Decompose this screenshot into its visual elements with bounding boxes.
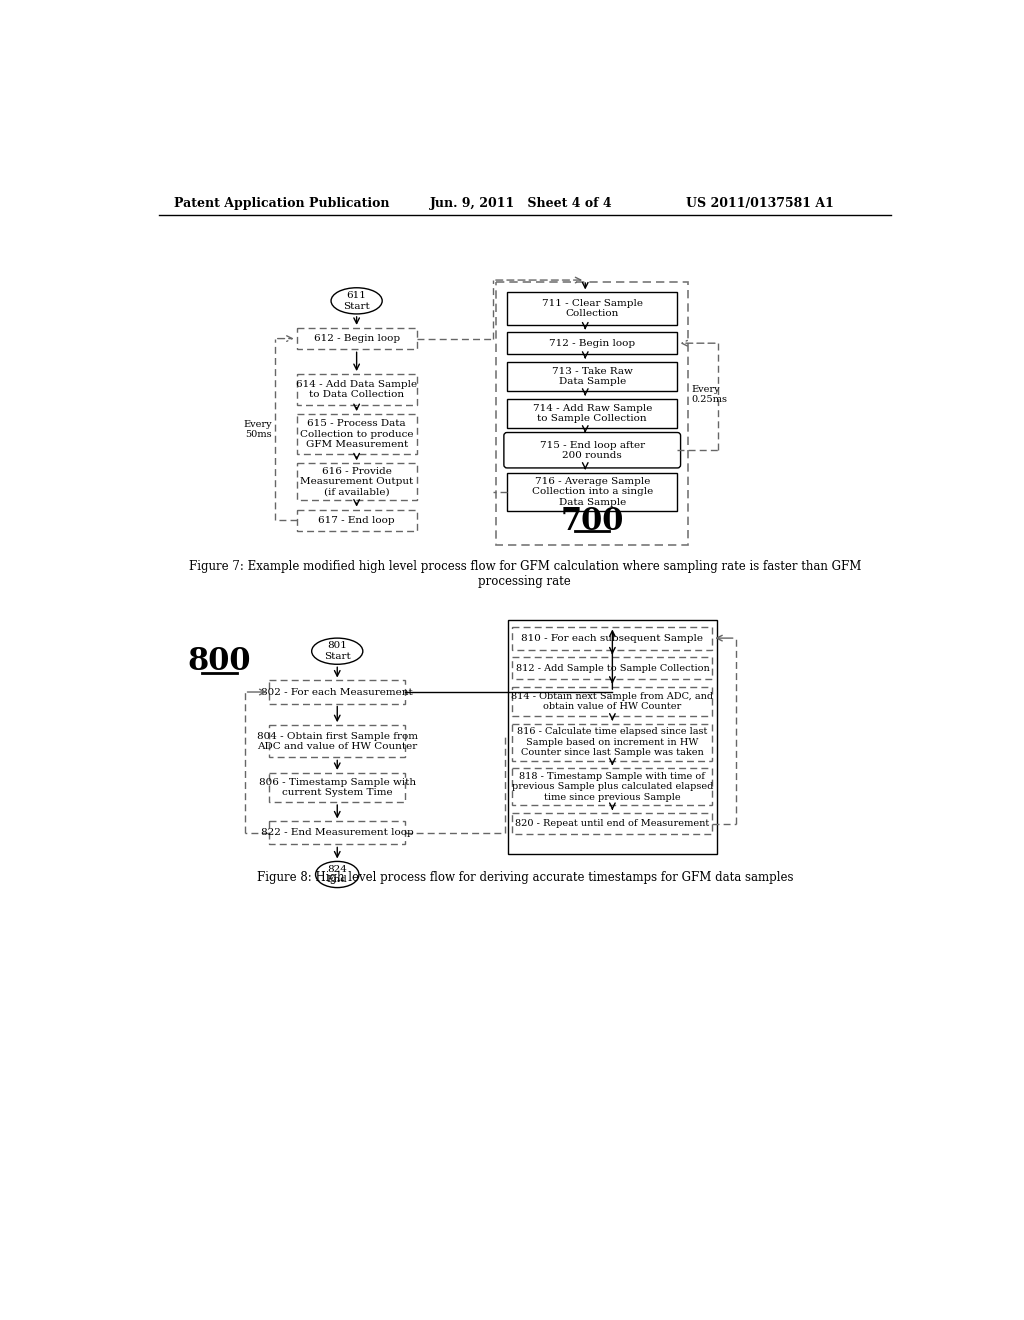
Bar bbox=[496, 281, 688, 545]
Text: 611
Start: 611 Start bbox=[343, 292, 370, 310]
FancyBboxPatch shape bbox=[507, 399, 678, 428]
FancyBboxPatch shape bbox=[504, 433, 681, 469]
FancyBboxPatch shape bbox=[512, 686, 713, 715]
Text: 716 - Average Sample
Collection into a single
Data Sample: 716 - Average Sample Collection into a s… bbox=[531, 477, 653, 507]
Text: 616 - Provide
Measurement Output
(if available): 616 - Provide Measurement Output (if ava… bbox=[300, 467, 414, 496]
FancyBboxPatch shape bbox=[512, 657, 713, 678]
Text: 712 - Begin loop: 712 - Begin loop bbox=[549, 339, 635, 347]
Text: 713 - Take Raw
Data Sample: 713 - Take Raw Data Sample bbox=[552, 367, 633, 385]
Text: 615 - Process Data
Collection to produce
GFM Measurement: 615 - Process Data Collection to produce… bbox=[300, 420, 414, 449]
Text: 714 - Add Raw Sample
to Sample Collection: 714 - Add Raw Sample to Sample Collectio… bbox=[532, 404, 652, 422]
FancyBboxPatch shape bbox=[512, 723, 713, 760]
Text: 812 - Add Sample to Sample Collection: 812 - Add Sample to Sample Collection bbox=[515, 664, 710, 673]
FancyBboxPatch shape bbox=[512, 768, 713, 805]
Text: Figure 8: High level process flow for deriving accurate timestamps for GFM data : Figure 8: High level process flow for de… bbox=[257, 871, 793, 883]
Text: 824
End: 824 End bbox=[327, 865, 348, 884]
FancyBboxPatch shape bbox=[297, 414, 417, 454]
Text: 804 - Obtain first Sample from
ADC and value of HW Counter: 804 - Obtain first Sample from ADC and v… bbox=[257, 731, 418, 751]
FancyBboxPatch shape bbox=[507, 333, 678, 354]
FancyBboxPatch shape bbox=[507, 293, 678, 325]
Text: 806 - Timestamp Sample with
current System Time: 806 - Timestamp Sample with current Syst… bbox=[259, 777, 416, 797]
Ellipse shape bbox=[311, 638, 362, 664]
FancyBboxPatch shape bbox=[508, 620, 717, 854]
FancyBboxPatch shape bbox=[297, 463, 417, 500]
FancyBboxPatch shape bbox=[269, 821, 406, 845]
Text: 617 - End loop: 617 - End loop bbox=[318, 516, 395, 525]
Text: 614 - Add Data Sample
to Data Collection: 614 - Add Data Sample to Data Collection bbox=[296, 380, 417, 399]
Text: Figure 7: Example modified high level process flow for GFM calculation where sam: Figure 7: Example modified high level pr… bbox=[188, 560, 861, 589]
FancyBboxPatch shape bbox=[269, 774, 406, 803]
Text: 822 - End Measurement loop: 822 - End Measurement loop bbox=[261, 829, 414, 837]
Ellipse shape bbox=[315, 862, 359, 887]
FancyBboxPatch shape bbox=[512, 627, 713, 649]
Ellipse shape bbox=[331, 288, 382, 314]
FancyBboxPatch shape bbox=[269, 681, 406, 704]
Text: Every
0.25ms: Every 0.25ms bbox=[691, 385, 727, 404]
Text: 802 - For each Measurement: 802 - For each Measurement bbox=[261, 688, 413, 697]
Text: 715 - End loop after
200 rounds: 715 - End loop after 200 rounds bbox=[540, 441, 645, 459]
Text: Every
50ms: Every 50ms bbox=[243, 420, 271, 440]
FancyBboxPatch shape bbox=[269, 725, 406, 758]
Text: 801
Start: 801 Start bbox=[324, 642, 350, 661]
FancyBboxPatch shape bbox=[507, 473, 678, 511]
Text: 814 - Obtain next Sample from ADC, and
obtain value of HW Counter: 814 - Obtain next Sample from ADC, and o… bbox=[511, 692, 714, 711]
Text: 810 - For each subsequent Sample: 810 - For each subsequent Sample bbox=[521, 634, 703, 643]
Text: 711 - Clear Sample
Collection: 711 - Clear Sample Collection bbox=[542, 298, 643, 318]
Text: US 2011/0137581 A1: US 2011/0137581 A1 bbox=[686, 197, 834, 210]
FancyBboxPatch shape bbox=[297, 374, 417, 405]
Text: Patent Application Publication: Patent Application Publication bbox=[174, 197, 390, 210]
Text: 816 - Calculate time elapsed since last
Sample based on increment in HW
Counter : 816 - Calculate time elapsed since last … bbox=[517, 727, 708, 756]
Text: 820 - Repeat until end of Measurement: 820 - Repeat until end of Measurement bbox=[515, 820, 710, 828]
FancyBboxPatch shape bbox=[297, 510, 417, 531]
FancyBboxPatch shape bbox=[297, 327, 417, 350]
Text: 800: 800 bbox=[187, 647, 251, 677]
FancyBboxPatch shape bbox=[507, 362, 678, 391]
FancyBboxPatch shape bbox=[512, 813, 713, 834]
Text: 818 - Timestamp Sample with time of
previous Sample plus calculated elapsed
time: 818 - Timestamp Sample with time of prev… bbox=[512, 772, 713, 801]
Text: 612 - Begin loop: 612 - Begin loop bbox=[313, 334, 399, 343]
Text: 700: 700 bbox=[560, 507, 624, 537]
Text: Jun. 9, 2011   Sheet 4 of 4: Jun. 9, 2011 Sheet 4 of 4 bbox=[430, 197, 613, 210]
